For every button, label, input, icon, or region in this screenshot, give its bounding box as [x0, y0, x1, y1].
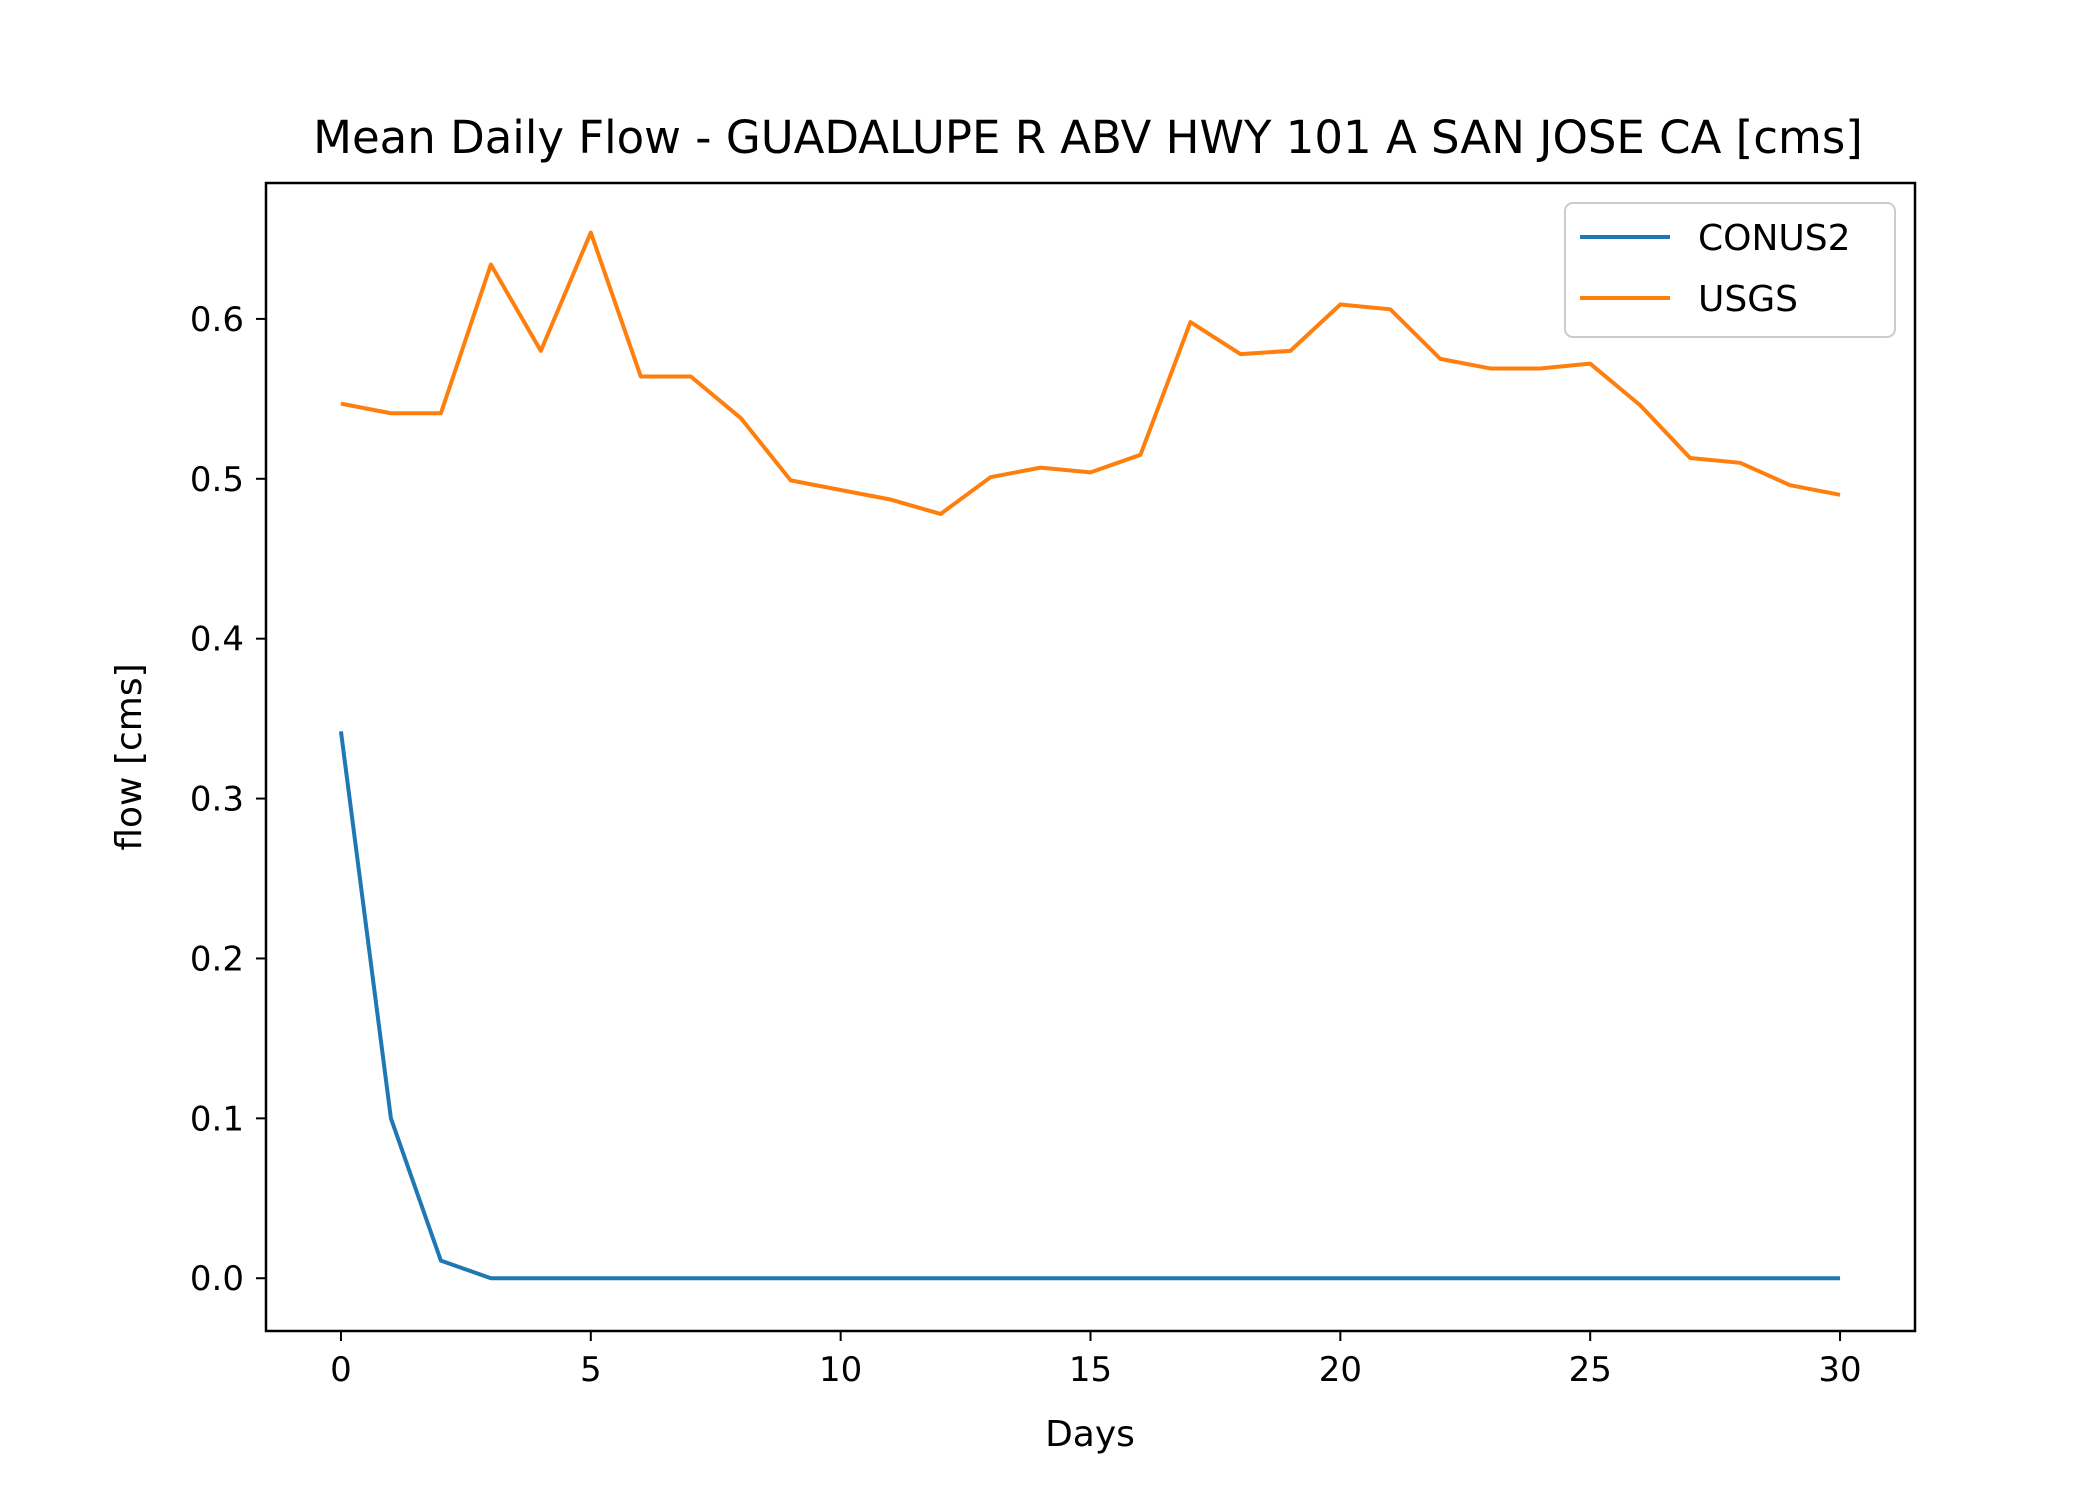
- y-tick-label: 0.2: [190, 939, 244, 979]
- legend-label-usgs: USGS: [1698, 279, 1798, 320]
- legend: CONUS2 USGS: [1564, 202, 1896, 338]
- x-tick-label: 10: [819, 1350, 862, 1390]
- y-tick-label: 0.3: [190, 780, 244, 820]
- x-tick-label: 20: [1319, 1350, 1362, 1390]
- y-tick-label: 0.6: [190, 300, 244, 340]
- y-tick-label: 0.4: [190, 620, 244, 660]
- x-tick-label: 25: [1569, 1350, 1612, 1390]
- y-tick-label: 0.0: [190, 1259, 244, 1299]
- x-ticks: 0 5 10 15 20 25 30: [330, 1331, 1862, 1390]
- series-layer: [338, 230, 1841, 1281]
- y-axis-label: flow [cms]: [109, 663, 150, 850]
- x-tick-label: 15: [1069, 1350, 1112, 1390]
- x-tick-label: 30: [1818, 1350, 1861, 1390]
- y-ticks: 0.0 0.1 0.2 0.3 0.4 0.5 0.6: [190, 300, 266, 1299]
- x-tick-label: 5: [580, 1350, 602, 1390]
- legend-label-conus2: CONUS2: [1698, 218, 1851, 259]
- y-tick-label: 0.1: [190, 1099, 244, 1139]
- y-tick-label: 0.5: [190, 460, 244, 500]
- x-tick-label: 0: [330, 1350, 352, 1390]
- chart-title: Mean Daily Flow - GUADALUPE R ABV HWY 10…: [313, 111, 1863, 164]
- x-axis-label: Days: [1045, 1414, 1135, 1455]
